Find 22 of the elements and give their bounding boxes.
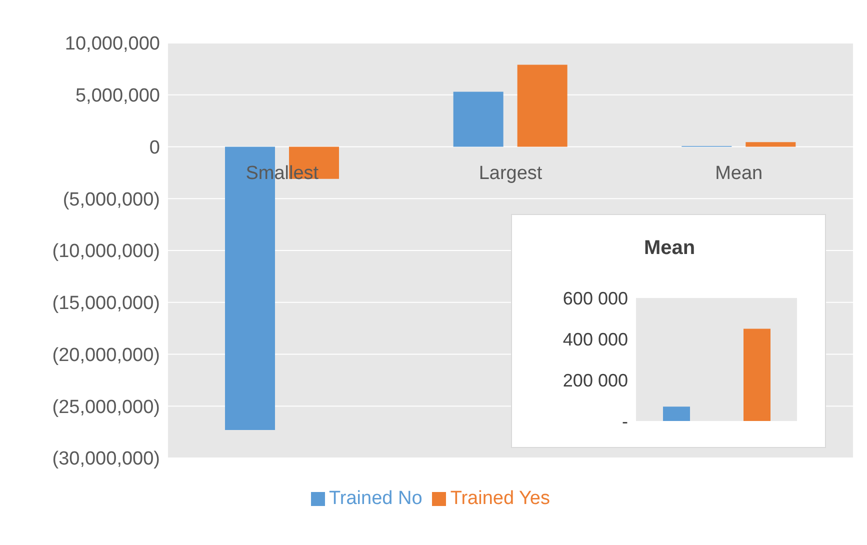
y-tick-label: 0 (149, 137, 160, 158)
y-tick-label: (20,000,000) (52, 344, 160, 366)
legend-label: Trained No (329, 488, 422, 509)
y-tick-label: 5,000,000 (75, 86, 160, 107)
y-tick-label: (25,000,000) (52, 396, 160, 418)
bar (746, 142, 796, 147)
y-tick-label: 400 000 (562, 329, 628, 350)
y-tick-label: 600 000 (562, 288, 628, 308)
x-tick-label: Smallest (246, 162, 320, 184)
chart-title: Mean (642, 237, 696, 260)
y-tick-label: 10,000,000 (64, 34, 160, 55)
y-tick-label: (10,000,000) (52, 241, 160, 262)
y-tick-label: - (622, 411, 628, 432)
y-tick-label: (15,000,000) (52, 293, 160, 314)
x-tick-label: Mean (715, 162, 763, 184)
bar (517, 64, 568, 147)
legend-label: Trained Yes (450, 488, 550, 509)
y-tick-label: 200 000 (562, 370, 628, 390)
y-tick-label: (30,000,000) (52, 448, 160, 470)
y-tick-label: (5,000,000) (62, 189, 160, 210)
bar (453, 92, 504, 147)
x-tick-label: Largest (478, 162, 543, 184)
